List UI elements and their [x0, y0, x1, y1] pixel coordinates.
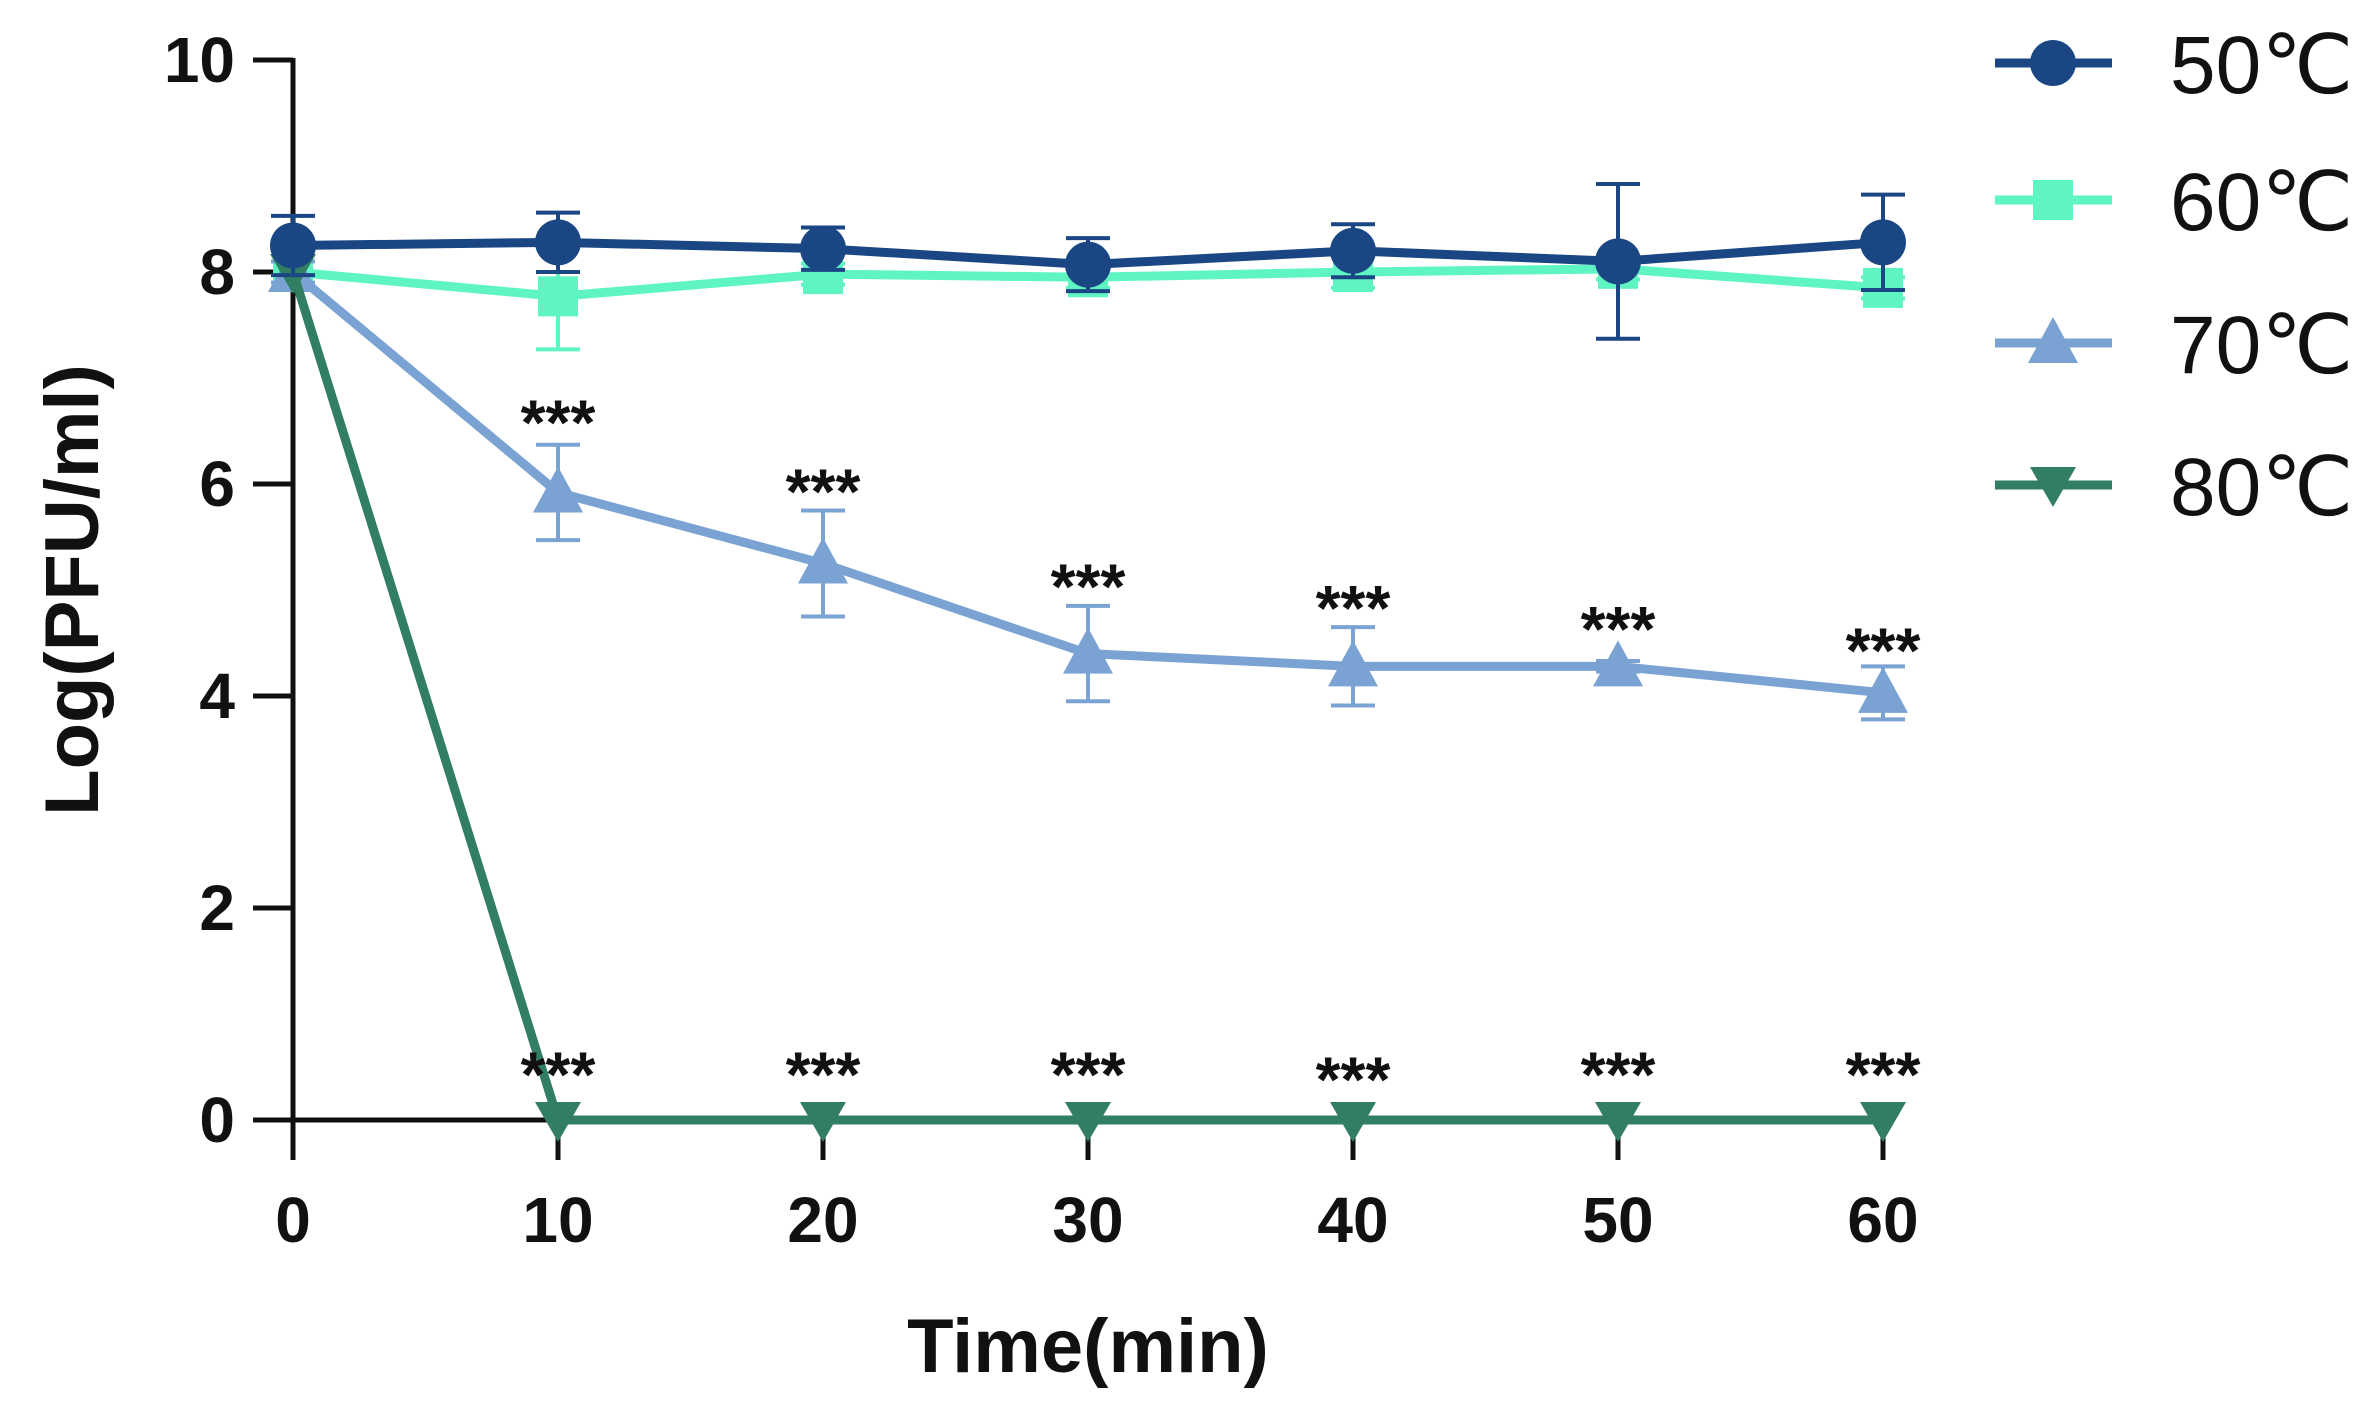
x-tick-label-40: 40 [1317, 1184, 1388, 1256]
x-tick-label-50: 50 [1582, 1184, 1653, 1256]
data-point [1860, 219, 1906, 266]
data-point [533, 466, 583, 513]
y-tick-label-6: 6 [199, 448, 235, 520]
data-point [1065, 1102, 1111, 1142]
significance-label: *** [1316, 572, 1391, 644]
data-point [1595, 238, 1641, 285]
x-axis-title: Time(min) [907, 1304, 1269, 1389]
legend-label: 80℃ [2170, 442, 2353, 533]
data-point [1065, 241, 1111, 288]
y-tick-label-4: 4 [199, 660, 235, 732]
annotations: *** *** *** *** *** *** *** *** *** *** *** *** [521, 386, 1921, 1115]
significance-label: *** [786, 1038, 861, 1110]
legend-item-80℃: 80℃ [1995, 442, 2353, 533]
data-point [270, 222, 316, 269]
significance-label: *** [1581, 1038, 1656, 1110]
y-tick-label-10: 10 [164, 24, 235, 96]
x-tick-label-20: 20 [787, 1184, 858, 1256]
y-tick-label-8: 8 [199, 236, 235, 308]
data-point [798, 537, 848, 584]
significance-label: *** [521, 386, 596, 458]
data-point [1330, 1102, 1376, 1142]
data-point [1593, 640, 1643, 687]
significance-label: *** [1051, 1038, 1126, 1110]
data-point [535, 219, 581, 266]
data-point [1595, 1102, 1641, 1142]
significance-label: *** [1316, 1044, 1391, 1116]
data-point [1858, 666, 1908, 713]
x-tick-label-0: 0 [275, 1184, 311, 1256]
legend-swatch-marker [2030, 467, 2076, 507]
x-tick-label-30: 30 [1052, 1184, 1123, 1256]
series-80℃ [270, 254, 1906, 1142]
series-layer [268, 182, 1908, 1142]
legend-item-70℃: 70℃ [1995, 300, 2353, 391]
series-50℃ [270, 182, 1906, 341]
legend: 50℃ 60℃ 70℃ 80℃ [1995, 20, 2353, 533]
significance-label: *** [1846, 1038, 1921, 1110]
data-point [800, 225, 846, 272]
legend-swatch-marker [2030, 40, 2076, 86]
data-point [800, 1102, 846, 1142]
x-tick-label-10: 10 [522, 1184, 593, 1256]
legend-label: 70℃ [2170, 300, 2353, 391]
x-tick-label-60: 60 [1847, 1184, 1918, 1256]
legend-label: 50℃ [2170, 20, 2353, 111]
data-point [1860, 1102, 1906, 1142]
legend-swatch-marker [2033, 180, 2073, 220]
significance-label: *** [1846, 614, 1921, 686]
significance-label: *** [521, 1038, 596, 1110]
significance-label: *** [1051, 551, 1126, 623]
legend-label: 60℃ [2170, 157, 2353, 248]
axes: 0 2 4 6 8 10 0 10 20 30 40 50 60 [164, 24, 1919, 1256]
legend-item-60℃: 60℃ [1995, 157, 2353, 248]
y-tick-label-0: 0 [199, 1084, 235, 1156]
significance-label: *** [1581, 593, 1656, 665]
legend-item-50℃: 50℃ [1995, 20, 2353, 111]
data-point [1330, 227, 1376, 274]
data-point [1063, 627, 1113, 674]
series-70℃ [268, 246, 1908, 722]
y-tick-label-2: 2 [199, 872, 235, 944]
data-point [1328, 640, 1378, 687]
significance-label: *** [786, 455, 861, 527]
data-point [535, 1102, 581, 1142]
legend-swatch-marker [2028, 317, 2078, 363]
y-axis-title: Log(PFU/ml) [30, 364, 115, 816]
data-point [538, 276, 578, 317]
